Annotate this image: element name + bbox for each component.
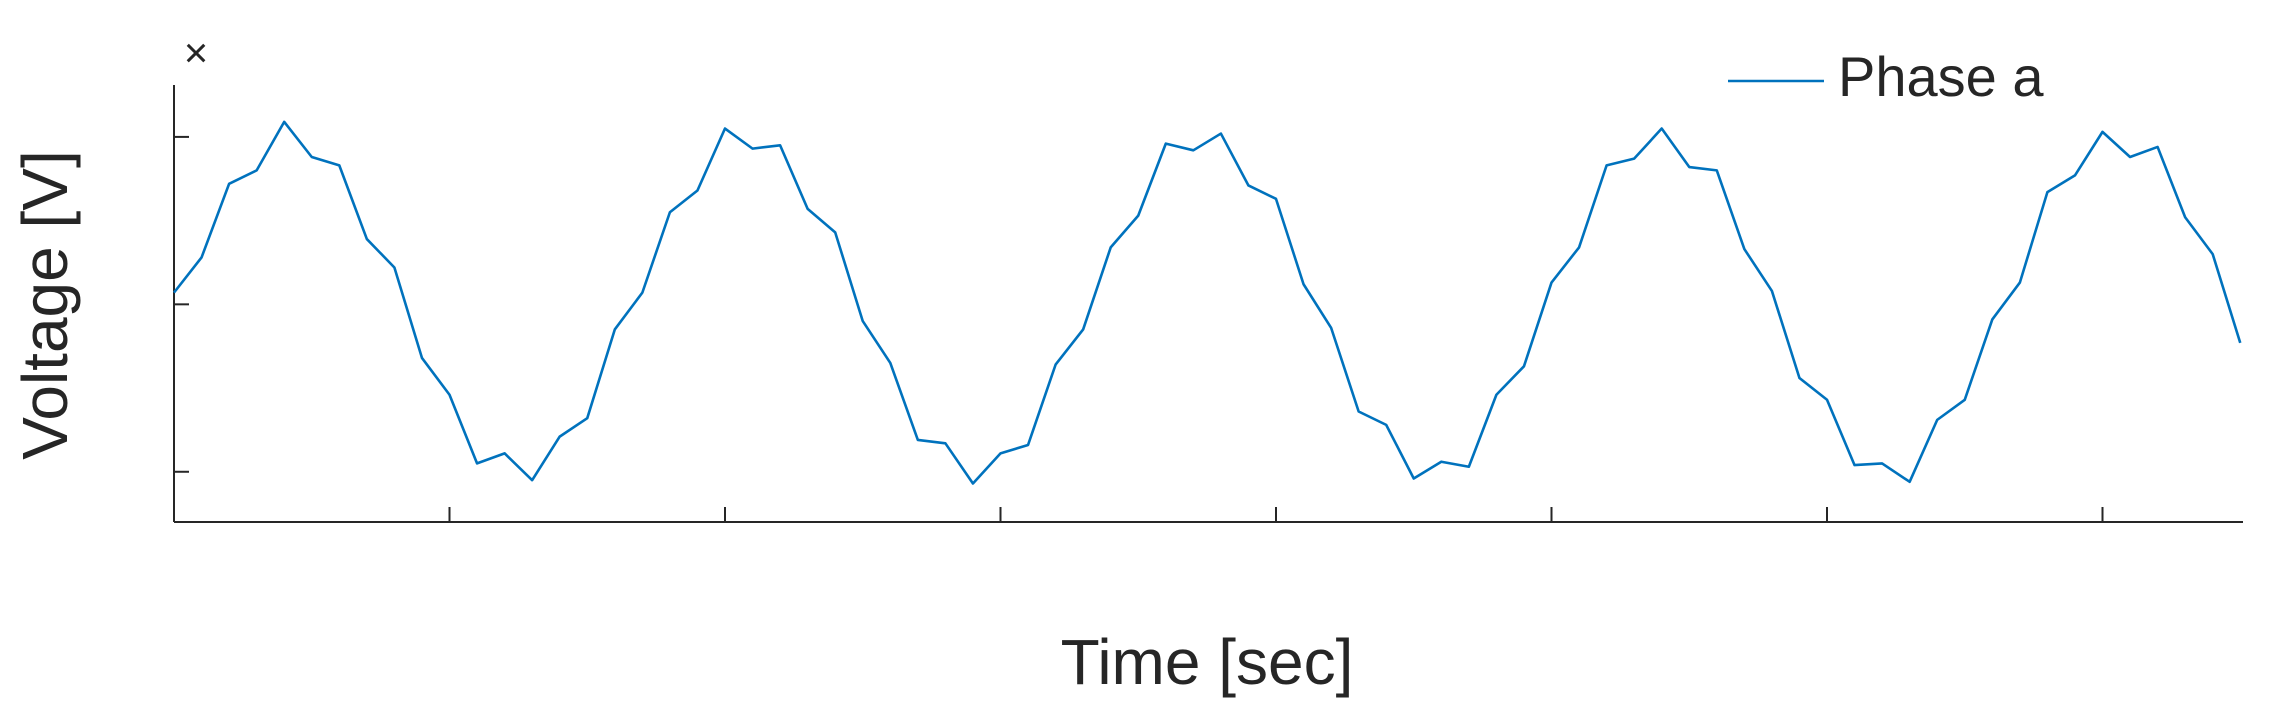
legend-label: Phase a — [1838, 45, 2044, 108]
y-axis-label: Voltage [V] — [9, 150, 81, 460]
corner-label: × — [184, 29, 209, 76]
x-axis-label: Time [sec] — [1061, 626, 1354, 698]
data-line — [172, 120, 2242, 485]
